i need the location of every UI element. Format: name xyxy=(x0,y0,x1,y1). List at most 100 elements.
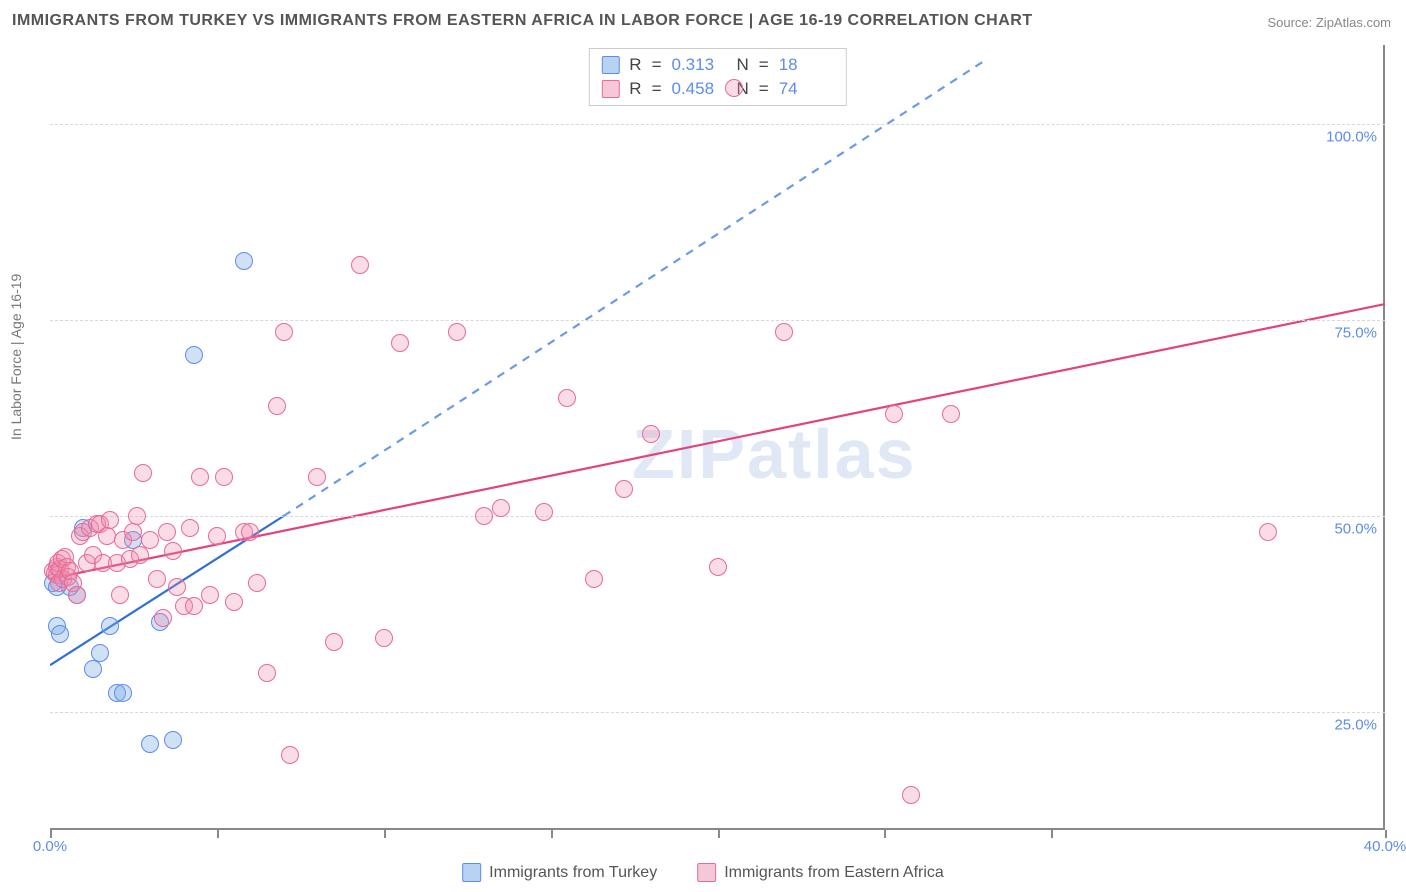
stats-row-turkey: R = 0.313 N = 18 xyxy=(601,53,833,77)
gridline xyxy=(50,712,1385,713)
legend-label: Immigrants from Eastern Africa xyxy=(724,864,944,882)
stat-equals: = xyxy=(652,55,662,75)
legend-label: Immigrants from Turkey xyxy=(489,864,657,882)
eastern_africa-point xyxy=(201,586,219,604)
x-tick xyxy=(1051,830,1053,838)
eastern_africa-point xyxy=(492,499,510,517)
trend-line xyxy=(284,61,985,516)
eastern_africa-point xyxy=(124,523,142,541)
eastern_africa-point xyxy=(558,389,576,407)
eastern_africa-point xyxy=(535,503,553,521)
turkey-point xyxy=(101,617,119,635)
y-tick-label: 75.0% xyxy=(1334,324,1377,341)
y-tick-label: 50.0% xyxy=(1334,521,1377,538)
eastern_africa-point xyxy=(68,586,86,604)
turkey-point xyxy=(51,625,69,643)
x-tick xyxy=(384,830,386,838)
eastern_africa-point xyxy=(375,629,393,647)
eastern_africa-point xyxy=(164,542,182,560)
eastern_africa-point xyxy=(154,609,172,627)
eastern_africa-point xyxy=(181,519,199,537)
chart-title: IMMIGRANTS FROM TURKEY VS IMMIGRANTS FRO… xyxy=(12,12,1033,30)
eastern_africa-point xyxy=(101,511,119,529)
eastern_africa-point xyxy=(158,523,176,541)
stat-R-label: R xyxy=(629,55,641,75)
plot-area: ZIPatlas R = 0.313 N = 18R = 0.458 N = 74 25.0% 50.… xyxy=(50,45,1385,830)
eastern_africa-point xyxy=(391,334,409,352)
eastern_africa-point xyxy=(191,468,209,486)
stat-N-value: 74 xyxy=(779,79,834,99)
eastern_africa-point xyxy=(258,664,276,682)
stat-R-value: 0.313 xyxy=(672,55,727,75)
swatch-icon xyxy=(601,80,619,98)
eastern_africa-point xyxy=(275,323,293,341)
stat-equals: = xyxy=(652,79,662,99)
eastern_africa-point xyxy=(325,633,343,651)
turkey-point xyxy=(91,644,109,662)
gridline xyxy=(50,320,1385,321)
eastern_africa-point xyxy=(615,480,633,498)
x-tick-label: 40.0% xyxy=(1364,838,1406,855)
eastern_africa-point xyxy=(141,531,159,549)
turkey-point xyxy=(114,684,132,702)
eastern_africa-point xyxy=(111,586,129,604)
turkey-point xyxy=(185,346,203,364)
eastern_africa-point xyxy=(134,464,152,482)
eastern_africa-point xyxy=(241,523,259,541)
y-tick-label: 100.0% xyxy=(1326,128,1377,145)
stat-equals: = xyxy=(759,79,769,99)
stat-R-label: R xyxy=(629,79,641,99)
eastern_africa-point xyxy=(585,570,603,588)
y-axis-label: In Labor Force | Age 16-19 xyxy=(8,274,24,440)
eastern_africa-point xyxy=(281,746,299,764)
eastern_africa-point xyxy=(148,570,166,588)
eastern_africa-point xyxy=(98,527,116,545)
eastern_africa-point xyxy=(225,593,243,611)
eastern_africa-point xyxy=(128,507,146,525)
x-tick xyxy=(718,830,720,838)
x-tick xyxy=(551,830,553,838)
eastern_africa-point xyxy=(351,256,369,274)
eastern_africa-point xyxy=(208,527,226,545)
gridline xyxy=(50,124,1385,125)
eastern_africa-point xyxy=(725,79,743,97)
eastern_africa-point xyxy=(709,558,727,576)
eastern_africa-point xyxy=(1259,523,1277,541)
correlation-stats-box: R = 0.313 N = 18R = 0.458 N = 74 xyxy=(588,48,846,106)
eastern_africa-point xyxy=(642,425,660,443)
eastern_africa-point xyxy=(902,786,920,804)
x-tick xyxy=(884,830,886,838)
eastern_africa-point xyxy=(185,597,203,615)
turkey-point xyxy=(84,660,102,678)
eastern_africa-point xyxy=(168,578,186,596)
turkey-point xyxy=(141,735,159,753)
stat-equals: = xyxy=(759,55,769,75)
eastern_africa-point xyxy=(775,323,793,341)
stats-row-eastern_africa: R=0.458N=74 xyxy=(601,77,833,101)
eastern_africa-point xyxy=(448,323,466,341)
swatch-icon xyxy=(697,863,716,882)
turkey-point xyxy=(164,731,182,749)
legend-item-turkey: Immigrants from Turkey xyxy=(462,863,657,882)
stat-N-value: 18 xyxy=(779,55,834,75)
gridline xyxy=(50,516,1385,517)
eastern_africa-point xyxy=(308,468,326,486)
eastern_africa-point xyxy=(131,546,149,564)
x-tick-label: 0.0% xyxy=(33,838,67,855)
eastern_africa-point xyxy=(475,507,493,525)
x-tick xyxy=(50,830,52,838)
eastern_africa-point xyxy=(268,397,286,415)
legend: Immigrants from Turkey Immigrants from Ea… xyxy=(462,863,944,882)
x-tick xyxy=(217,830,219,838)
stat-N-label: N xyxy=(737,55,749,75)
stat-R-value: 0.458 xyxy=(672,79,727,99)
source-attribution: Source: ZipAtlas.com xyxy=(1267,15,1391,30)
eastern_africa-point xyxy=(885,405,903,423)
swatch-icon xyxy=(462,863,481,882)
eastern_africa-point xyxy=(248,574,266,592)
y-tick-label: 25.0% xyxy=(1334,717,1377,734)
watermark: ZIPatlas xyxy=(632,414,916,494)
legend-item-eastern_africa: Immigrants from Eastern Africa xyxy=(697,863,944,882)
swatch-icon xyxy=(601,56,619,74)
eastern_africa-point xyxy=(942,405,960,423)
